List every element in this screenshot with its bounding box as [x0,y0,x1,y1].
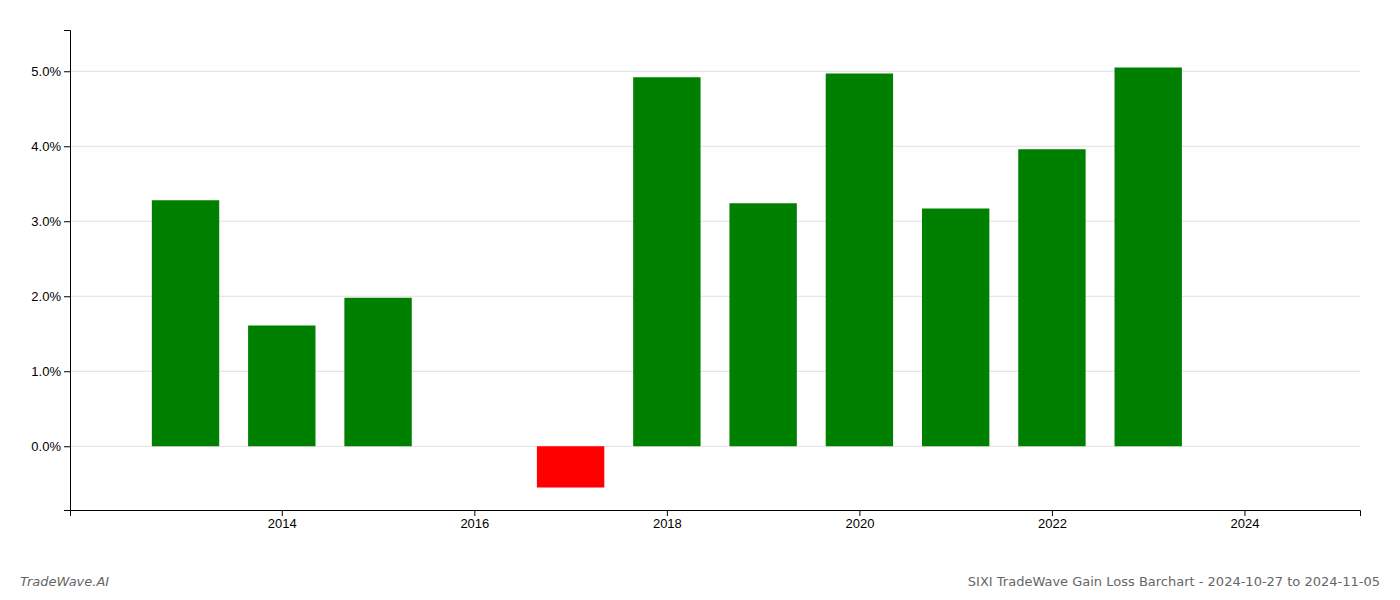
y-tick-label: 4.0% [31,139,61,154]
x-tick-mark [667,510,668,516]
x-axis: 2014 2016 2018 2020 2022 2024 [71,510,1361,531]
bar [537,446,604,487]
y-tick: 1.0% [31,364,70,379]
annotation: TradeWave.AI [20,574,109,589]
y-axis-line [64,31,71,511]
x-tick: 2020 [845,510,874,531]
bar [344,298,411,447]
bar [729,203,796,446]
y-tick: 3.0% [31,214,70,229]
y-tick-mark [64,446,70,447]
bar [152,200,219,446]
x-tick-mark [859,510,860,516]
bar [248,326,315,447]
x-tick: 2018 [653,510,682,531]
y-tick-mark [64,371,70,372]
bar [633,77,700,446]
x-tick-label: 2018 [653,516,682,531]
y-tick-label: 5.0% [31,64,61,79]
x-tick-mark [1244,510,1245,516]
x-tick-label: 2020 [845,516,874,531]
x-tick: 2022 [1038,510,1067,531]
bar [1115,68,1182,447]
y-tick-mark [64,296,70,297]
x-tick: 2024 [1231,510,1260,531]
x-tick-mark [282,510,283,516]
x-tick-label: 2022 [1038,516,1067,531]
x-tick-label: 2024 [1231,516,1260,531]
y-tick: 4.0% [31,139,70,154]
y-tick-label: 2.0% [31,289,61,304]
x-tick: 2014 [268,510,297,531]
plot: 2014 2016 2018 2020 2022 2024 0.0% 1.0% 2.0% 3.0%… [31,31,1360,532]
title: SIXI TradeWave Gain Loss Barchart - 2024… [968,574,1380,589]
y-axis: 0.0% 1.0% 2.0% 3.0% 4.0% 5.0% [31,31,70,511]
x-axis-line [71,511,1361,517]
y-tick: 2.0% [31,289,70,304]
bars [152,68,1182,488]
y-tick: 0.0% [31,439,70,454]
bar [922,209,989,447]
x-tick: 2016 [460,510,489,531]
bar [826,74,893,447]
x-tick-label: 2016 [460,516,489,531]
x-tick-label: 2014 [268,516,297,531]
y-tick-mark [64,221,70,222]
chart: 2014 2016 2018 2020 2022 2024 0.0% 1.0% 2.0% 3.0%… [0,0,1400,600]
y-tick-label: 0.0% [31,439,61,454]
y-tick: 5.0% [31,64,70,79]
x-tick-mark [474,510,475,516]
y-tick-mark [64,146,70,147]
bar [1018,149,1085,446]
x-tick-mark [1052,510,1053,516]
y-tick-mark [64,71,70,72]
y-tick-label: 1.0% [31,364,61,379]
y-tick-label: 3.0% [31,214,61,229]
